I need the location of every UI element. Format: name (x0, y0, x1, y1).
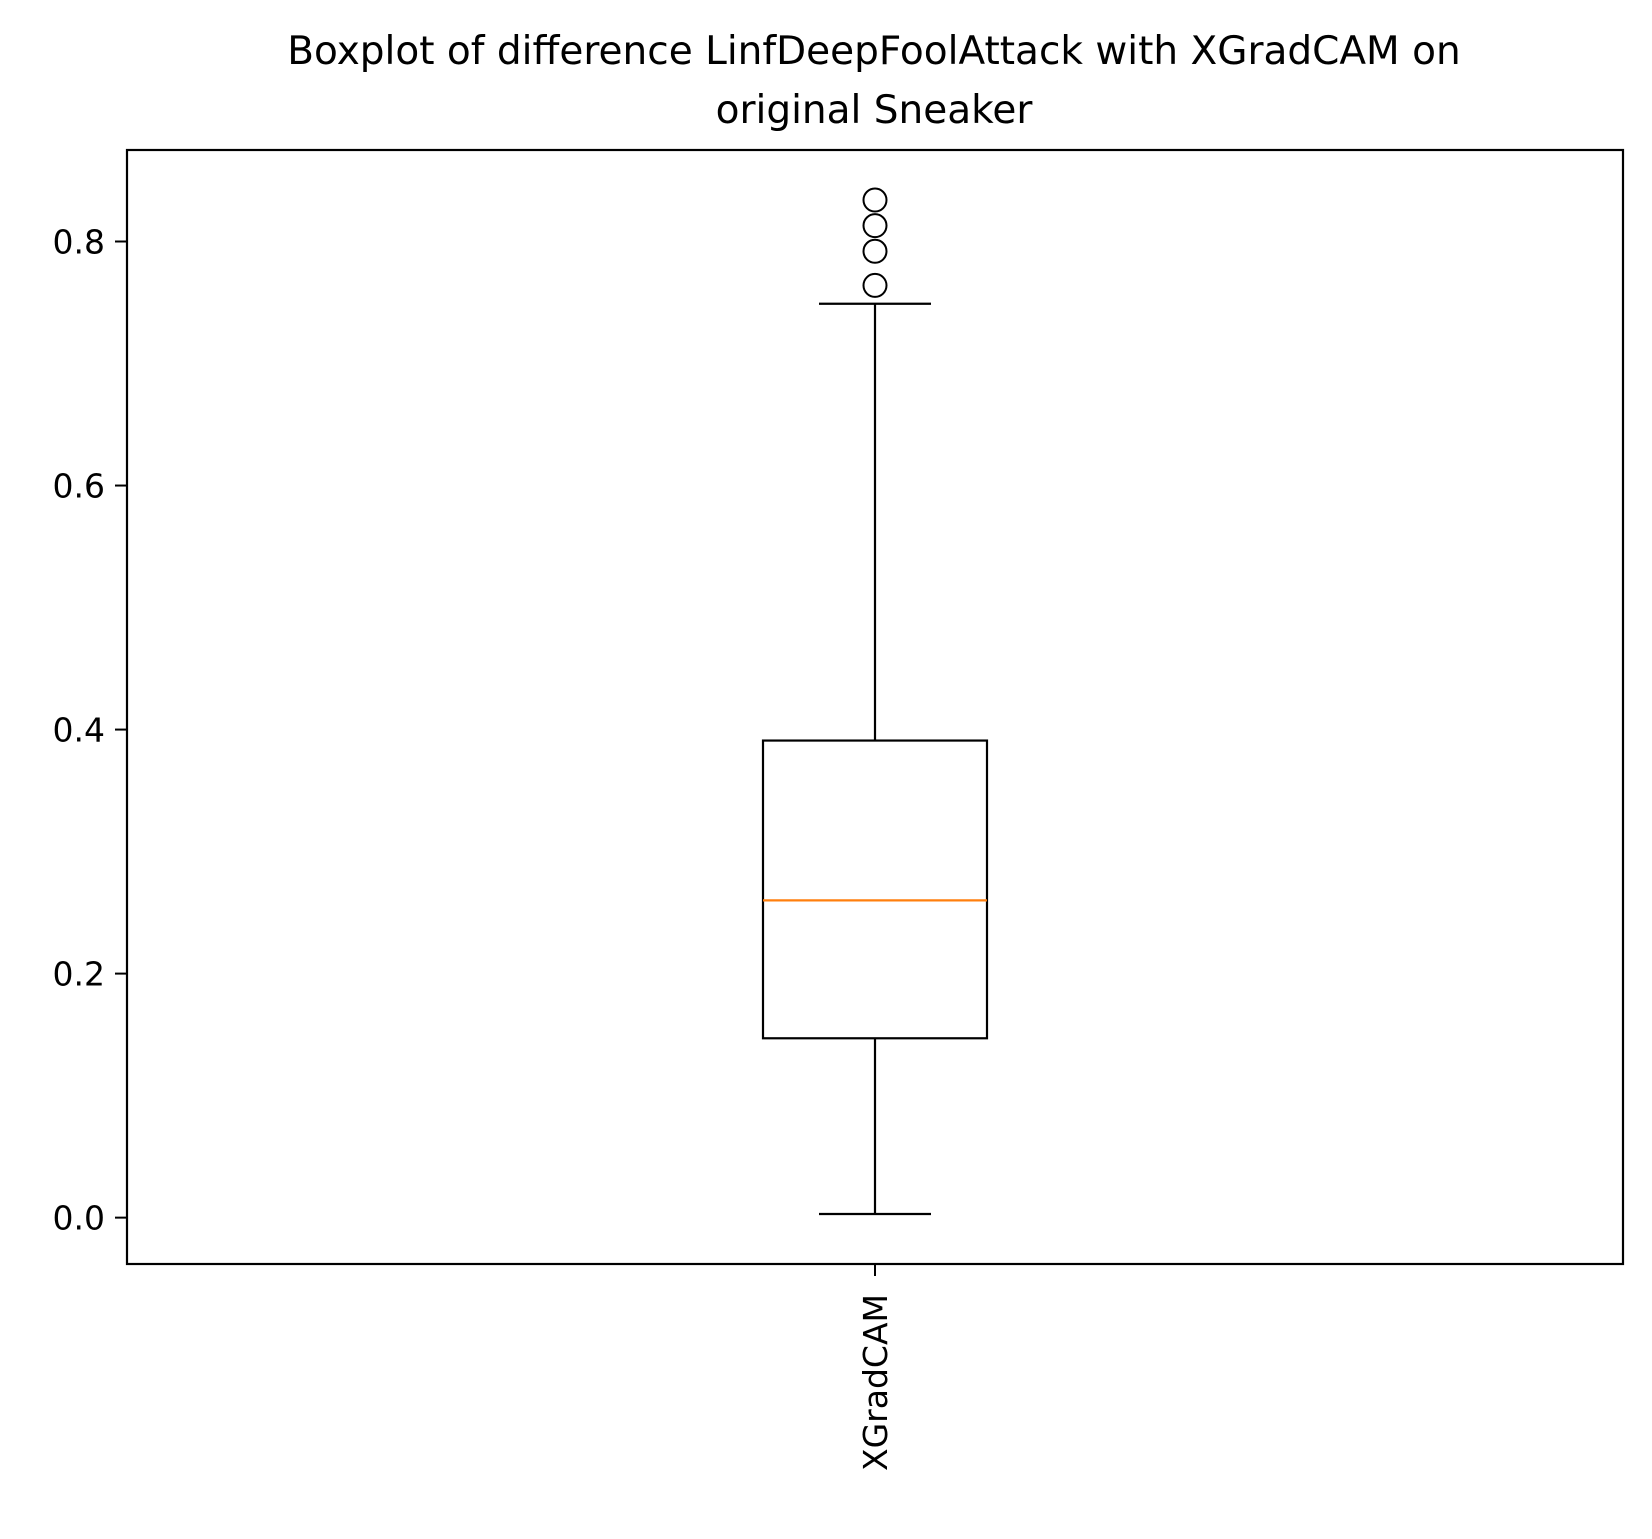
y-tick-label: 0.6 (53, 467, 105, 506)
x-tick-label: XGradCAM (856, 1294, 895, 1471)
box-group (761, 187, 989, 1216)
x-axis: XGradCAM (856, 1264, 895, 1471)
y-tick-label: 0.4 (53, 711, 105, 750)
y-axis: 0.0 0.2 0.4 0.6 0.8 (53, 223, 127, 1238)
outlier-point (862, 213, 888, 239)
outlier-point (862, 187, 888, 213)
chart-title-line-1: Boxplot of difference LinfDeepFoolAttack… (287, 29, 1460, 74)
chart-title-line-2: original Sneaker (716, 88, 1034, 133)
iqr-box (761, 739, 989, 1040)
plot-frame (125, 148, 1625, 1266)
box-series (761, 187, 989, 1216)
y-tick-label: 0.8 (53, 223, 105, 262)
y-tick-label: 0.0 (53, 1199, 105, 1238)
y-tick-label: 0.2 (53, 955, 105, 994)
outlier-point (862, 272, 888, 298)
outlier-point (862, 238, 888, 264)
